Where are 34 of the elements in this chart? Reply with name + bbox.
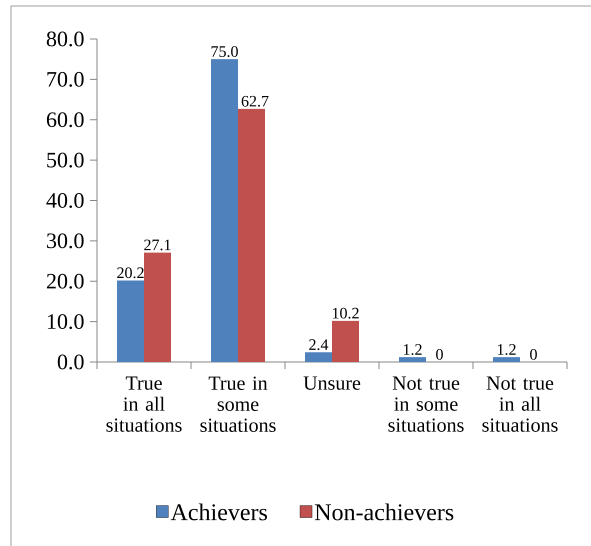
x-tick-label: True in some situations xyxy=(200,376,276,432)
data-label: 75.0 xyxy=(212,46,238,57)
data-label: 2.4 xyxy=(309,339,328,350)
x-tick-label: Not true in all situations xyxy=(482,376,558,432)
bar xyxy=(238,108,266,362)
y-tick-label: 40.0 xyxy=(46,193,84,208)
y-tick-label: 80.0 xyxy=(46,32,84,46)
y-tick-label: 20.0 xyxy=(46,274,84,289)
y-tick-label: 10.0 xyxy=(48,314,84,330)
data-label: 1.2 xyxy=(404,344,422,355)
data-label: 10.2 xyxy=(332,308,359,319)
x-tick-label: Unsure xyxy=(304,376,360,390)
legend-label: Non-achievers xyxy=(314,503,454,520)
bar xyxy=(399,357,426,362)
bar xyxy=(211,59,238,362)
data-label: 0 xyxy=(530,349,537,360)
y-tick-label: 50.0 xyxy=(47,152,84,168)
y-tick-label: 30.0 xyxy=(47,233,84,248)
data-label: 0 xyxy=(436,349,443,360)
y-tick-label: 70.0 xyxy=(47,72,84,87)
bar xyxy=(493,357,520,362)
bar xyxy=(144,252,172,362)
bar xyxy=(117,280,144,362)
data-label: 20.2 xyxy=(117,267,144,278)
bar xyxy=(332,320,359,362)
y-tick-label: 0.0 xyxy=(58,354,84,370)
data-label: 62.7 xyxy=(242,96,269,107)
data-label: 27.1 xyxy=(144,240,171,250)
x-tick-label: Not true in some situations xyxy=(388,376,464,432)
data-label: 1.2 xyxy=(498,344,516,355)
bar xyxy=(305,352,332,362)
y-tick-label: 60.0 xyxy=(46,112,84,128)
x-tick-label: True in all situations xyxy=(106,376,182,432)
legend-label: Achievers xyxy=(170,503,267,520)
